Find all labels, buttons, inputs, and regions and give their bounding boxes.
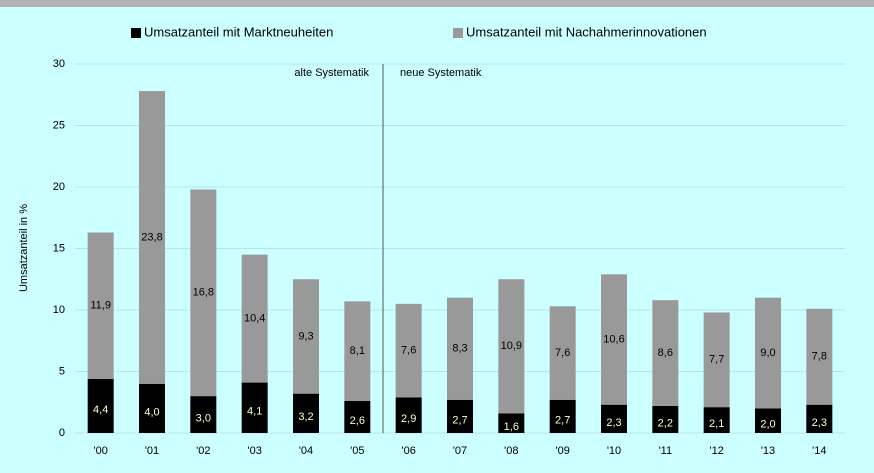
legend-label: Umsatzanteil mit Nachahmerinnovationen <box>466 24 707 39</box>
annotation: alte Systematik <box>294 67 369 79</box>
bar-segment <box>601 404 627 433</box>
y-tick-label: 5 <box>59 365 65 377</box>
y-tick-label: 20 <box>53 181 65 193</box>
value-label: 4,0 <box>144 406 159 418</box>
value-label: 1,6 <box>504 421 519 433</box>
value-label: 2,7 <box>555 414 570 426</box>
top-band <box>0 0 874 7</box>
y-tick-label: 10 <box>53 304 65 316</box>
bar-segment <box>447 399 473 433</box>
value-label: 10,9 <box>501 340 522 352</box>
bar-segment <box>652 405 679 433</box>
value-label: 8,1 <box>350 345 365 357</box>
bar-segment <box>755 297 781 409</box>
bar-segment <box>498 279 525 414</box>
value-label: 2,9 <box>401 413 416 425</box>
x-tick-label: '09 <box>555 445 569 457</box>
value-label: 9,0 <box>760 347 775 359</box>
bar-segment <box>703 407 730 433</box>
y-tick-label: 15 <box>53 242 65 254</box>
bar-segment <box>806 308 833 405</box>
bar-segment <box>549 306 576 400</box>
bar-segment <box>293 279 319 394</box>
x-tick-label: '08 <box>504 445 518 457</box>
bar-segment <box>652 300 679 406</box>
value-label: 2,0 <box>760 419 775 431</box>
value-label: 2,7 <box>452 414 467 426</box>
value-label: 11,9 <box>90 300 111 312</box>
bar-segment <box>87 378 114 433</box>
x-tick-label: '00 <box>93 445 107 457</box>
bar-segment <box>190 396 217 433</box>
value-label: 2,3 <box>606 417 621 429</box>
value-label: 10,4 <box>244 313 265 325</box>
y-tick-label: 25 <box>53 119 65 131</box>
bar-segment <box>498 413 525 433</box>
bar-segment <box>395 397 422 433</box>
bar-segment <box>806 404 833 433</box>
bar-segment <box>703 312 730 408</box>
x-tick-label: '05 <box>350 445 364 457</box>
value-label: 3,0 <box>196 412 211 424</box>
bar-segment <box>549 399 576 433</box>
x-tick-label: '03 <box>247 445 261 457</box>
legend-label: Umsatzanteil mit Marktneuheiten <box>144 24 333 39</box>
value-label: 2,2 <box>658 417 673 429</box>
bar-segment <box>344 401 371 433</box>
x-tick-label: '10 <box>607 445 621 457</box>
legend-swatch <box>453 28 463 38</box>
y-tick-label: 30 <box>53 58 65 70</box>
bar-segment <box>190 189 217 397</box>
value-label: 8,6 <box>658 347 673 359</box>
x-tick-label: '11 <box>659 445 673 457</box>
value-label: 7,6 <box>555 347 570 359</box>
x-tick-label: '13 <box>761 445 775 457</box>
bar-segment <box>447 297 473 400</box>
legend-swatch <box>131 28 141 38</box>
value-label: 16,8 <box>193 287 214 299</box>
value-label: 7,7 <box>709 354 724 366</box>
bar-segment <box>241 382 268 433</box>
value-label: 7,6 <box>401 344 416 356</box>
value-label: 2,3 <box>812 417 827 429</box>
x-tick-label: '04 <box>299 445 313 457</box>
value-label: 8,3 <box>452 343 467 355</box>
bar-segment <box>755 408 781 433</box>
x-tick-label: '02 <box>196 445 210 457</box>
value-label: 7,8 <box>812 351 827 363</box>
x-tick-label: '07 <box>453 445 467 457</box>
value-label: 3,2 <box>298 411 313 423</box>
bar-segment <box>139 383 165 433</box>
y-axis-label: Umsatzanteil in % <box>18 204 30 292</box>
x-tick-label: '14 <box>812 445 826 457</box>
bar-segment <box>395 303 422 398</box>
bar-segment <box>241 254 268 383</box>
x-tick-label: '01 <box>145 445 159 457</box>
y-tick-label: 0 <box>59 427 65 439</box>
value-label: 2,1 <box>709 418 724 430</box>
bar-segment <box>293 393 319 433</box>
bar-segment <box>139 91 165 384</box>
bar-segment <box>87 232 114 379</box>
value-label: 9,3 <box>298 330 313 342</box>
x-tick-label: '12 <box>709 445 723 457</box>
x-tick-label: '06 <box>401 445 415 457</box>
value-label: 2,6 <box>350 415 365 427</box>
value-label: 4,4 <box>93 404 108 416</box>
value-label: 4,1 <box>247 406 262 418</box>
annotation: neue Systematik <box>400 67 482 79</box>
bar-segment <box>344 301 371 402</box>
value-label: 23,8 <box>141 231 162 243</box>
value-label: 10,6 <box>603 333 624 345</box>
bar-segment <box>601 274 627 405</box>
